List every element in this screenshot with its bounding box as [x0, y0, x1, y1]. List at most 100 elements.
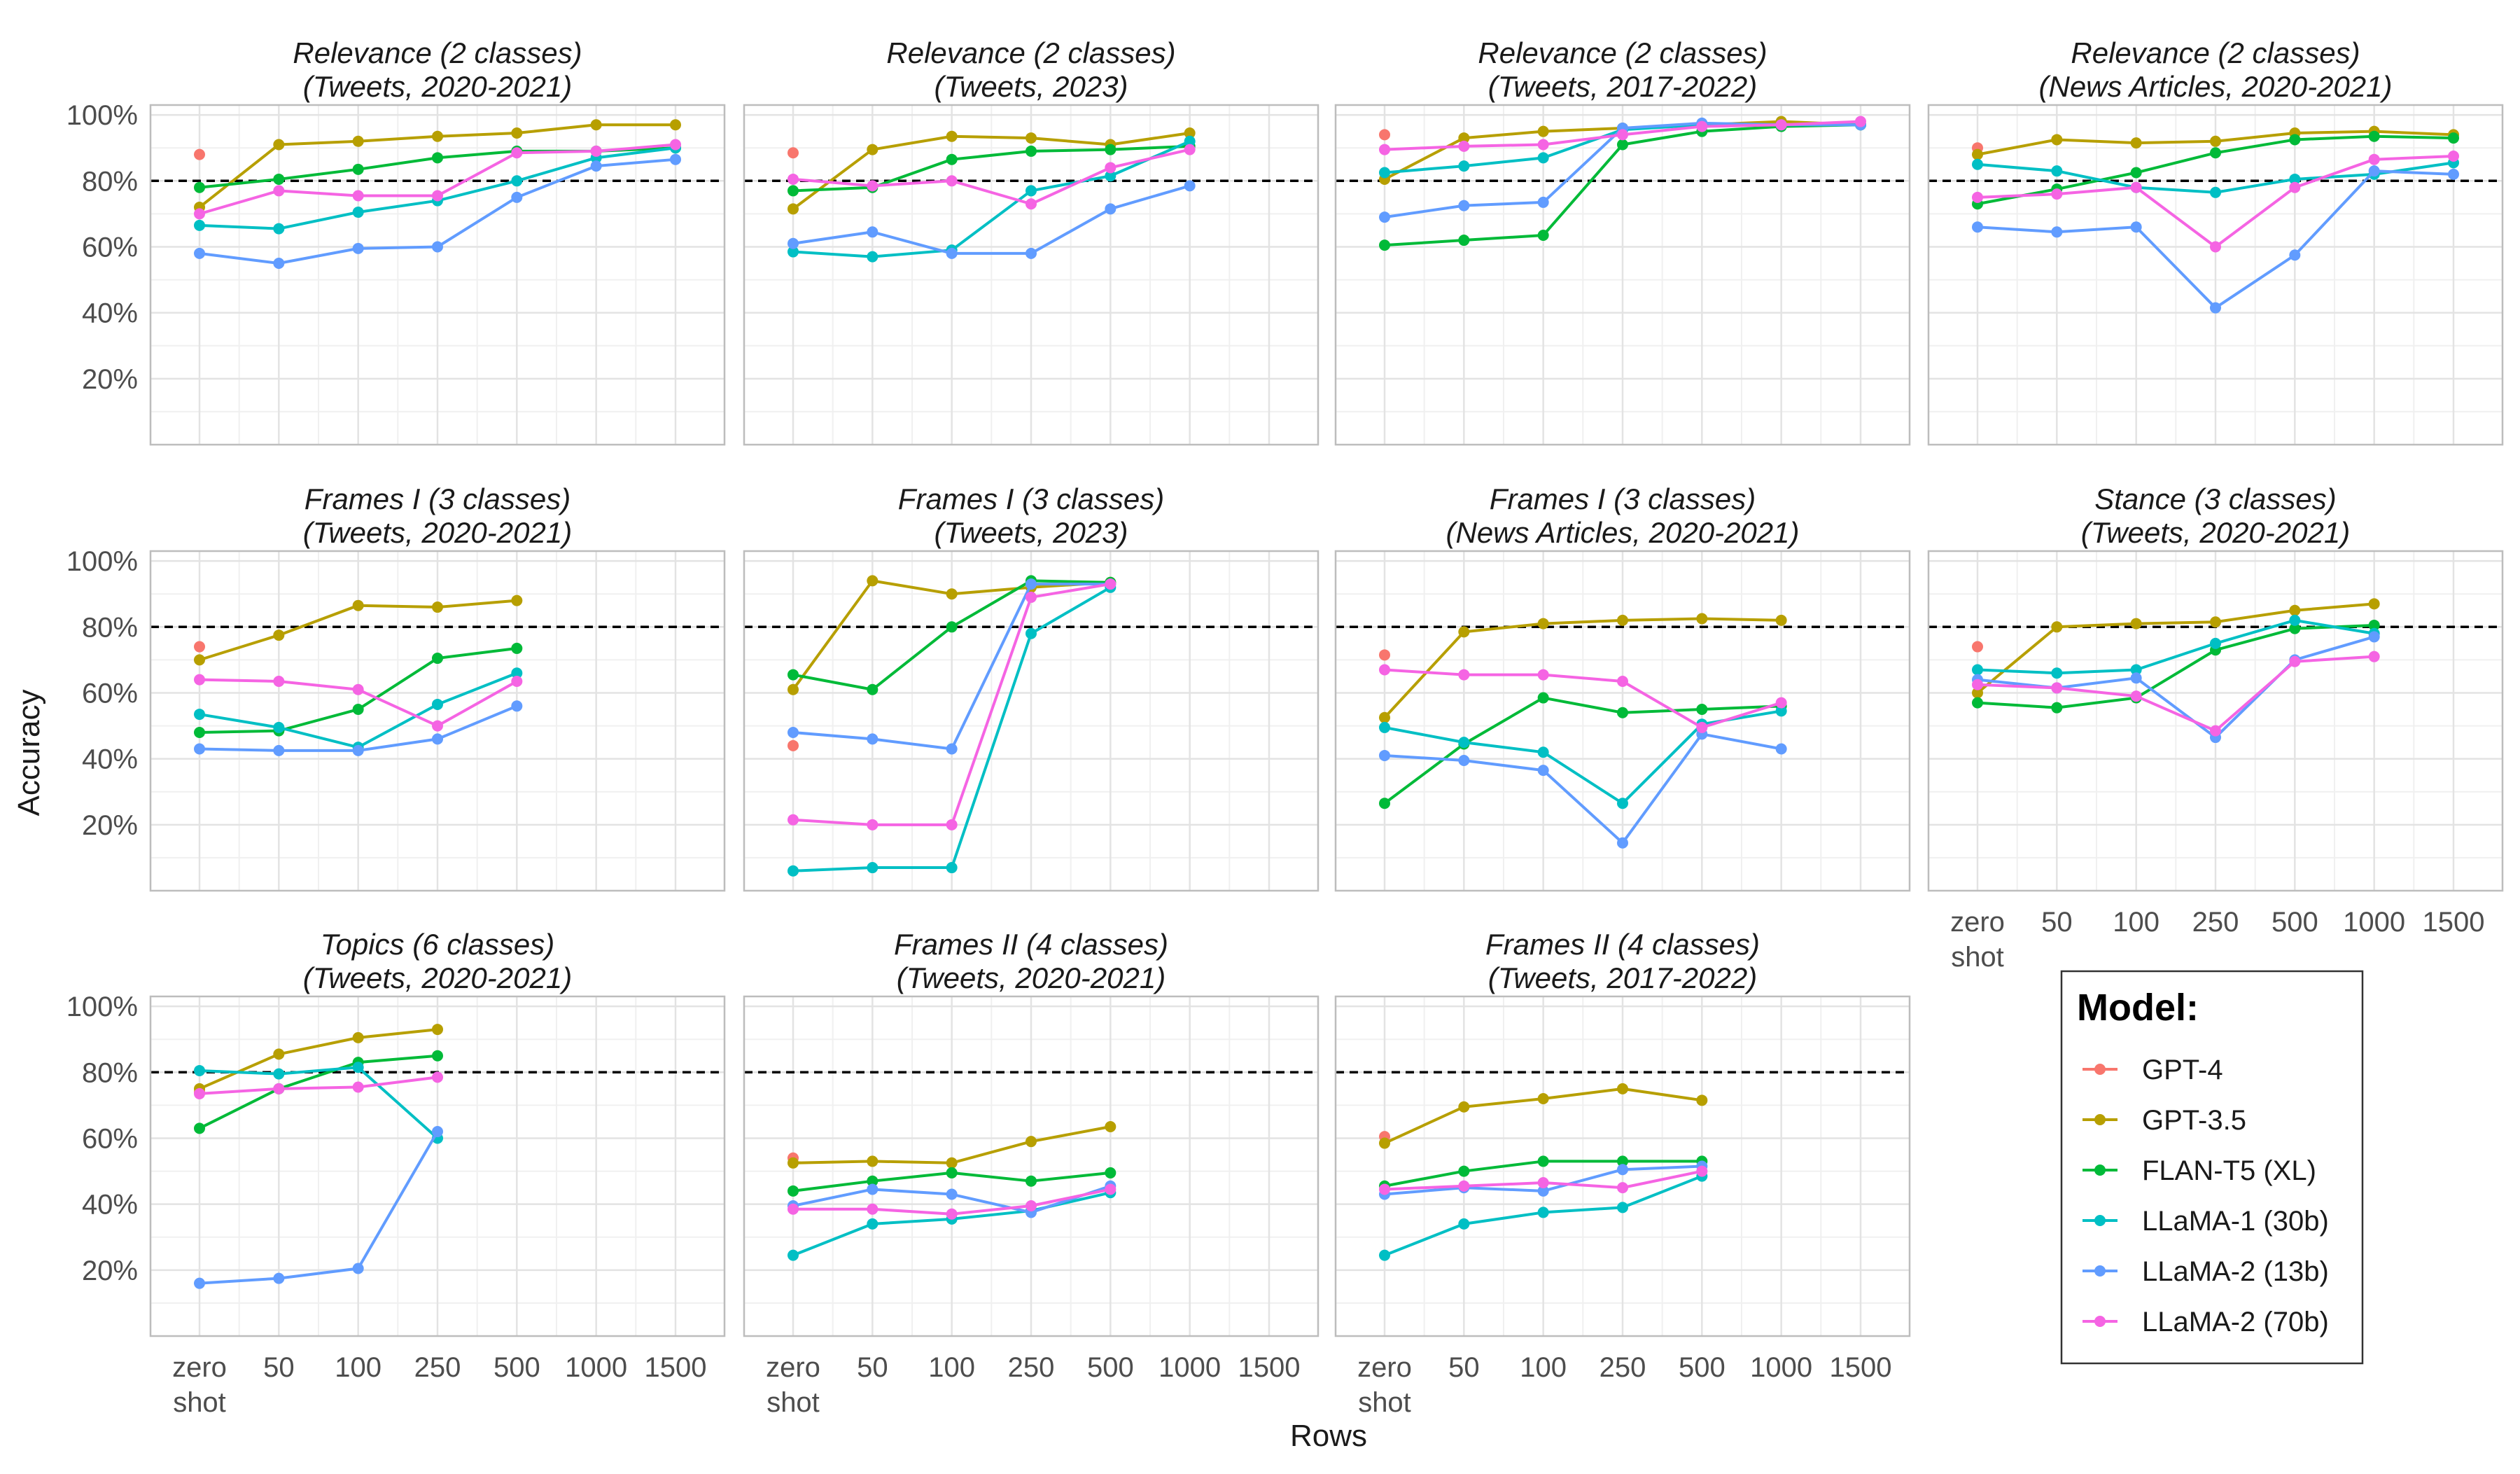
x-tick-label-line: zero: [172, 1352, 227, 1383]
panel-border: [1927, 550, 2504, 892]
data-point-llama-2-13b: [946, 247, 958, 259]
data-point-llama-1-30b: [1026, 627, 1037, 639]
data-point-gpt-3-5: [1105, 1120, 1116, 1132]
data-point-llama-2-13b: [867, 226, 878, 238]
y-axis-title: Accuracy: [12, 690, 46, 816]
data-point-llama-2-13b: [432, 733, 443, 745]
x-tick-label: 1500: [1830, 1352, 1892, 1383]
data-point-llama-2-13b: [1972, 221, 1983, 233]
data-point-gpt-4: [788, 739, 799, 751]
x-tick-label: 500: [2272, 907, 2318, 938]
data-point-gpt-3-5: [1379, 711, 1390, 723]
data-point-flan-t5-xl: [1458, 235, 1470, 246]
x-axis-title: Rows: [1290, 1419, 1367, 1453]
data-point-llama-1-30b: [1537, 746, 1549, 758]
data-point-llama-1-30b: [1026, 185, 1037, 197]
data-point-gpt-3-5: [788, 203, 799, 215]
data-point-llama-2-70b: [1696, 1165, 1708, 1177]
data-point-llama-1-30b: [432, 698, 443, 710]
data-point-llama-2-13b: [1537, 1185, 1549, 1197]
data-point-gpt-3-5: [867, 1155, 878, 1167]
y-tick-label: 80%: [82, 1057, 138, 1088]
data-point-gpt-3-5: [352, 599, 364, 611]
y-tick-label: 60%: [82, 1123, 138, 1154]
data-point-llama-2-13b: [352, 242, 364, 254]
data-point-llama-2-70b: [273, 185, 285, 197]
data-point-llama-1-30b: [1458, 737, 1470, 749]
data-point-gpt-3-5: [867, 144, 878, 155]
y-tick-label: 20%: [82, 1256, 138, 1286]
data-point-llama-2-70b: [511, 675, 523, 687]
data-point-llama-2-70b: [432, 720, 443, 732]
x-tick-label-line: zero: [766, 1352, 820, 1383]
data-point-llama-2-13b: [511, 191, 523, 203]
legend-key-point-llama-2-70b: [2094, 1316, 2106, 1327]
data-point-gpt-3-5: [1972, 148, 1983, 160]
data-point-gpt-3-5: [2051, 134, 2063, 146]
data-point-llama-1-30b: [1775, 705, 1787, 717]
data-point-llama-1-30b: [273, 223, 285, 235]
series-line-gpt-3-5: [1976, 602, 2374, 695]
data-point-flan-t5-xl: [1972, 697, 1983, 709]
data-point-gpt-3-5: [1617, 1083, 1628, 1094]
data-point-llama-1-30b: [946, 862, 958, 874]
x-tick-label: 1500: [1238, 1352, 1301, 1383]
x-tick-label: 500: [493, 1352, 540, 1383]
panel-subtitle: (Tweets, 2017-2022): [1488, 961, 1757, 994]
facet-panel: Topics (6 classes)(Tweets, 2020-2021) 20%…: [66, 928, 726, 1418]
data-point-flan-t5-xl: [788, 669, 799, 681]
data-point-gpt-3-5: [511, 595, 523, 606]
data-point-llama-1-30b: [867, 862, 878, 874]
panel-border: [1334, 995, 1911, 1337]
data-point-llama-2-70b: [352, 1081, 364, 1093]
data-point-flan-t5-xl: [946, 621, 958, 633]
data-point-llama-2-70b: [1537, 139, 1549, 151]
data-point-gpt-3-5: [1458, 626, 1470, 638]
data-point-llama-1-30b: [273, 721, 285, 733]
data-point-llama-2-13b: [2130, 221, 2142, 233]
data-point-llama-2-13b: [1379, 211, 1390, 223]
data-point-llama-1-30b: [1105, 170, 1116, 182]
data-point-gpt-3-5: [946, 130, 958, 142]
data-point-llama-2-13b: [194, 1277, 205, 1289]
data-point-llama-2-13b: [867, 1183, 878, 1195]
data-point-llama-2-13b: [1026, 247, 1037, 259]
legend-label-gpt-3-5: GPT-3.5: [2142, 1105, 2246, 1136]
data-point-llama-2-70b: [1458, 140, 1470, 152]
data-point-flan-t5-xl: [788, 185, 799, 197]
data-point-gpt-3-5: [1617, 614, 1628, 626]
y-tick-label: 40%: [82, 298, 138, 329]
data-point-gpt-4: [194, 641, 205, 653]
data-point-llama-2-70b: [1379, 144, 1390, 155]
panel-subtitle: (Tweets, 2020-2021): [303, 70, 572, 103]
facet-panel: Stance (3 classes)(Tweets, 2020-2021) zer…: [1927, 482, 2504, 973]
facet-panel: Relevance (2 classes)(Tweets, 2017-2022): [1334, 36, 1911, 446]
data-point-gpt-3-5: [1696, 1094, 1708, 1106]
data-point-llama-2-70b: [432, 190, 443, 202]
data-point-llama-2-70b: [2210, 241, 2221, 253]
facet-panel: Frames I (3 classes)(News Articles, 2020…: [1334, 482, 1911, 892]
data-point-gpt-3-5: [273, 1048, 285, 1060]
data-point-llama-2-13b: [432, 1126, 443, 1138]
data-point-llama-2-70b: [2368, 651, 2380, 662]
panel-subtitle: (Tweets, 2020-2021): [897, 961, 1166, 994]
data-point-flan-t5-xl: [194, 726, 205, 738]
y-tick-label: 100%: [66, 992, 138, 1022]
data-point-llama-1-30b: [1379, 721, 1390, 733]
x-tick-label: 250: [2192, 907, 2239, 938]
data-point-flan-t5-xl: [1026, 1175, 1037, 1187]
data-point-llama-2-70b: [867, 819, 878, 830]
data-point-flan-t5-xl: [1026, 145, 1037, 157]
y-tick-label: 100%: [66, 100, 138, 131]
x-tick-label: zero shot: [172, 1352, 227, 1418]
data-point-llama-2-70b: [2130, 181, 2142, 193]
data-point-gpt-3-5: [194, 654, 205, 666]
data-point-flan-t5-xl: [788, 1185, 799, 1197]
data-point-flan-t5-xl: [2051, 702, 2063, 714]
data-point-llama-2-13b: [432, 241, 443, 253]
data-point-llama-2-70b: [1026, 198, 1037, 210]
x-tick-label: 1000: [1750, 1352, 1812, 1383]
panel-title: Stance (3 classes): [2094, 482, 2336, 515]
data-point-llama-2-13b: [1379, 749, 1390, 761]
